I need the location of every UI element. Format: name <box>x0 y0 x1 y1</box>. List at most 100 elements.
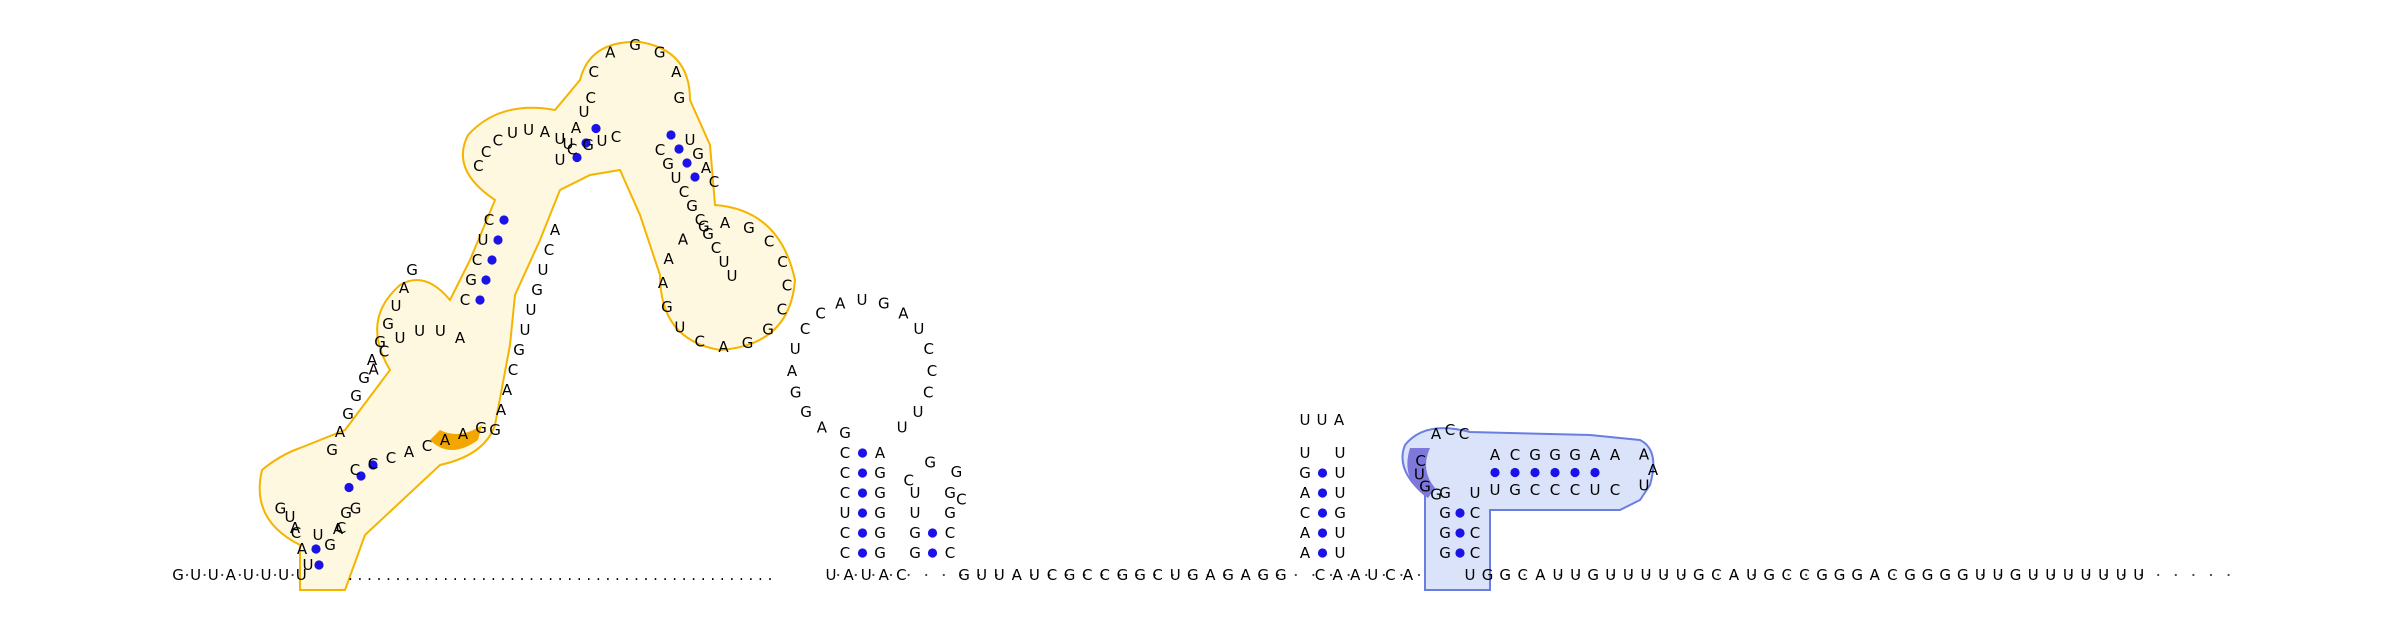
center-small-stem-left: G <box>909 544 921 562</box>
backbone-tick <box>1558 573 1561 577</box>
sequence-right-tail: C <box>1887 566 1897 584</box>
orange-top-left-loop: A <box>540 123 551 141</box>
orange-arm-right: C <box>350 461 360 479</box>
orange-top-loop: G <box>629 36 641 54</box>
backbone-tick <box>185 573 189 577</box>
domain-outlines <box>185 40 2230 591</box>
base-pair-dot <box>1530 467 1540 478</box>
orange-right-arm-2: G <box>692 145 704 163</box>
blue-vstem-right: U <box>1470 484 1481 502</box>
orange-mid-left: C <box>472 251 482 269</box>
backbone-tick <box>1171 573 1174 577</box>
base-pair-dot <box>1317 508 1328 518</box>
backbone-tick <box>2104 573 2107 577</box>
base-pair-dot <box>682 158 692 168</box>
sequence-run3: C <box>1315 566 1325 584</box>
sequence-run2: G <box>1134 566 1146 584</box>
sequence-right-tail: U <box>2098 566 2109 584</box>
center-stem-left: C <box>840 544 850 562</box>
backbone-tick <box>1787 573 1790 577</box>
sequence-middle: C <box>896 566 906 584</box>
orange-arm-left: U <box>391 297 402 315</box>
orange-right-arm: G <box>686 197 698 215</box>
center-stem-right: G <box>874 504 886 522</box>
blue-hstem-top: A <box>1590 446 1601 464</box>
backbone-tick <box>1013 573 1016 577</box>
backbone-tick <box>1646 573 1649 577</box>
backbone-tick <box>1928 573 1931 577</box>
backbone-tick <box>1347 573 1350 577</box>
sequence-right-tail: G <box>1957 566 1969 584</box>
base-pair-dot <box>368 460 378 470</box>
blue-hloop: A <box>1648 461 1659 479</box>
backbone-tick <box>960 573 963 577</box>
base-pair-dot <box>1455 528 1465 538</box>
backbone-tick <box>291 573 294 577</box>
blue-vstem-left: G <box>1439 504 1451 522</box>
backbone-tick <box>1329 573 1333 577</box>
backbone-tick <box>942 573 945 577</box>
orange-mid-right: G <box>489 421 501 439</box>
orange-small-loop: U <box>313 526 324 544</box>
orange-mid-left: U <box>478 231 489 249</box>
orange-right-loop: G <box>743 219 755 237</box>
center-small-stem-right: C <box>945 524 955 542</box>
base-pair-dot <box>572 152 582 163</box>
orange-top-stem-right: U <box>597 132 608 150</box>
backbone-tick <box>1189 573 1192 577</box>
backbone-tick <box>977 573 981 577</box>
blue-hstem-top: G <box>1569 446 1581 464</box>
backbone-tick <box>1998 573 2001 577</box>
orange-arm-right: A <box>440 431 451 449</box>
orange-mid-right: A <box>550 221 561 239</box>
base-pair-dot <box>674 144 684 154</box>
base-pair-dot <box>666 130 676 140</box>
orange-right-arm: C <box>695 211 705 229</box>
sequence-right-tail: A <box>1870 566 1881 584</box>
backbone-tick <box>1734 573 1737 577</box>
blue-hstem-top: G <box>1549 446 1561 464</box>
blue-hstem-top: A <box>1610 446 1621 464</box>
backbone-tick <box>1857 573 1861 577</box>
center-loop: C <box>800 320 810 338</box>
blue-hstem-bottom: U <box>1490 481 1501 499</box>
sequence-right-tail: A <box>1729 566 1740 584</box>
orange-mid-loop: U <box>414 322 425 340</box>
sequence-middle: A <box>879 566 890 584</box>
backbone-tick <box>2051 573 2054 577</box>
center-small-stem-left: U <box>910 484 921 502</box>
blue-hstem-bottom: G <box>1509 481 1521 499</box>
sequence-run2: G <box>1275 566 1287 584</box>
center-loop: C <box>815 305 825 323</box>
sequence-right-tail: G <box>1587 566 1599 584</box>
orange-domain-outline <box>258 40 797 591</box>
backbone-tick <box>2174 573 2177 577</box>
sequence-run2: G <box>1222 566 1234 584</box>
base-pair-dot <box>581 138 591 148</box>
center-stem-left: U <box>840 504 851 522</box>
sequence-left-tail: G <box>172 566 184 584</box>
small-hairpin-stem-right: U <box>1335 544 1346 562</box>
small-hairpin-loop: U <box>1300 411 1311 429</box>
sequence-run3: A <box>1403 566 1414 584</box>
orange-mid-right: G <box>531 281 543 299</box>
backbone-tick <box>238 573 241 577</box>
orange-mid-left: C <box>484 211 494 229</box>
base-pair-dot <box>487 255 497 265</box>
center-small-loop: G <box>951 463 963 481</box>
orange-right-arm-2: C <box>709 173 719 191</box>
base-pair-dot <box>1317 548 1328 558</box>
sequence-right-tail: U <box>1623 566 1634 584</box>
backbone-tick <box>2227 573 2230 577</box>
center-loop: U <box>790 340 801 358</box>
small-hairpin-stem-left: A <box>1300 524 1311 542</box>
orange-right-loop: A <box>678 230 689 248</box>
orange-arm-left: G <box>342 405 354 423</box>
base-pair-dot <box>481 275 491 285</box>
orange-top-stem-left: U <box>555 151 566 169</box>
orange-right-loop: G <box>762 321 774 339</box>
orange-right-loop: G <box>661 298 673 316</box>
sequence-run2: A <box>1240 566 1251 584</box>
small-hairpin-stem-right: U <box>1335 524 1346 542</box>
